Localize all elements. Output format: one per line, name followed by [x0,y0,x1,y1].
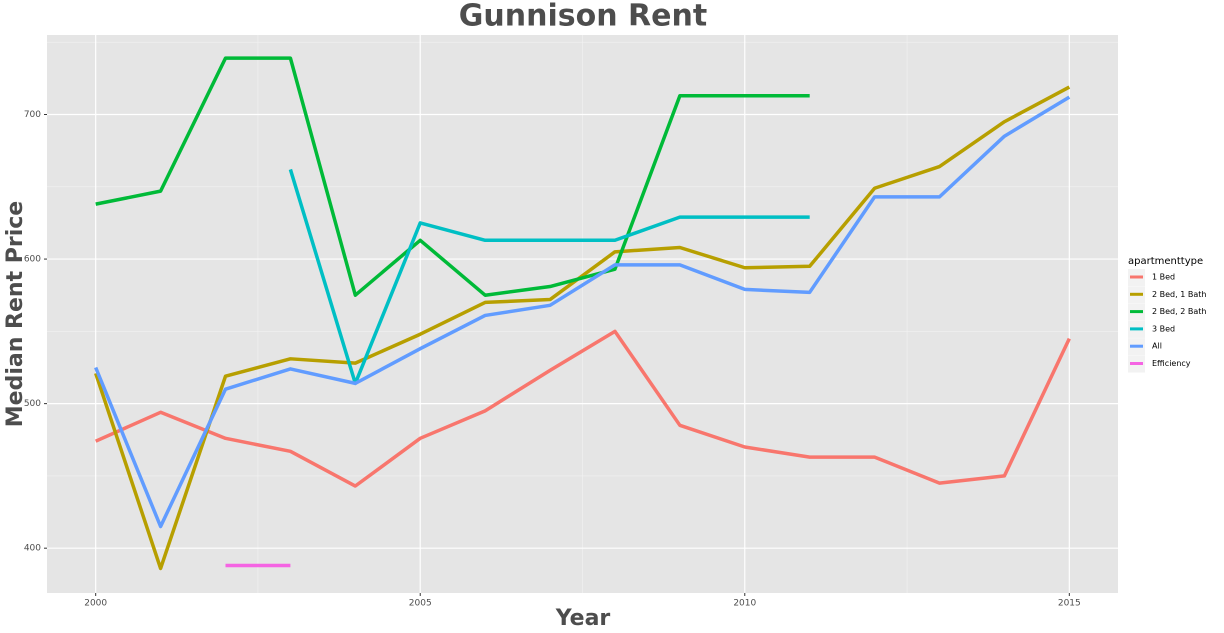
grid [47,35,1118,593]
series-line [94,329,1071,488]
y-axis-title: Median Rent Price [3,201,28,427]
legend-label: Efficiency [1152,359,1191,368]
x-tick-label: 2005 [409,599,432,609]
legend-label: All [1152,342,1162,351]
legend-label: 3 Bed [1152,324,1175,333]
x-tick-label: 2015 [1058,599,1081,609]
lines [94,56,1071,571]
legend-label: 2 Bed, 1 Bath [1152,290,1206,299]
legend-label: 2 Bed, 2 Bath [1152,307,1206,316]
x-tick-label: 2010 [733,599,756,609]
y-tick-label: 600 [24,255,41,265]
x-tick-label: 2000 [84,599,107,609]
legend-title: apartmenttype [1128,256,1203,267]
y-tick-label: 500 [24,399,41,409]
y-tick-label: 700 [24,110,41,120]
series-line [95,56,810,297]
series-line [94,85,1071,571]
series-line [288,168,810,386]
y-tick-label: 400 [24,544,41,554]
legend-label: 1 Bed [1152,273,1175,282]
x-axis-title: Year [555,606,611,631]
legend: 1 Bed 2 Bed, 1 Bath 2 Bed, 2 Bath 3 Bed All E… [1128,269,1206,373]
chart-title: Gunnison Rent [459,0,707,34]
series-line [94,95,1071,529]
